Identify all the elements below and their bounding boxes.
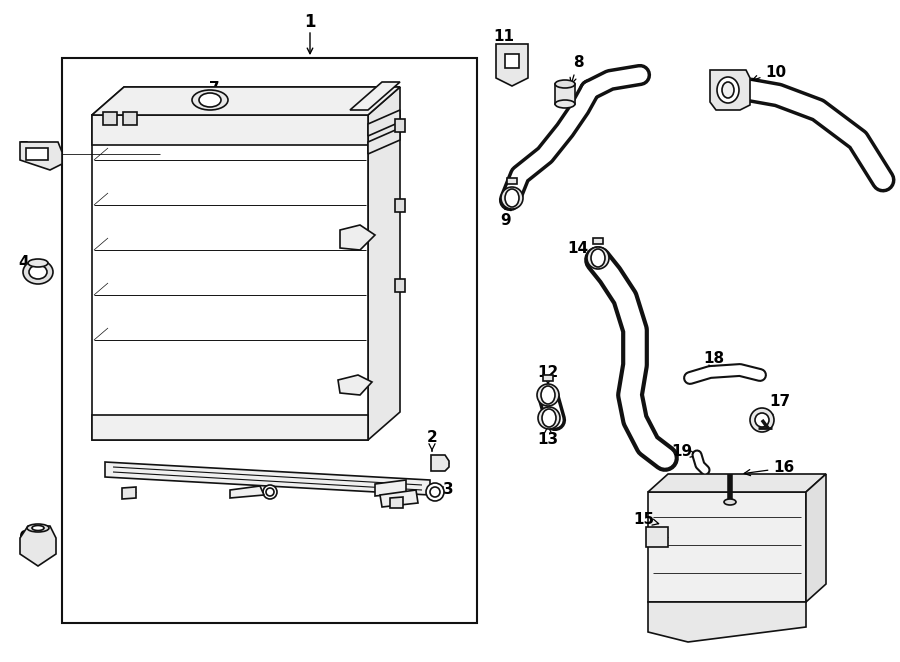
- Polygon shape: [648, 602, 806, 642]
- Polygon shape: [395, 279, 405, 292]
- Polygon shape: [103, 112, 117, 125]
- Polygon shape: [646, 527, 668, 547]
- Text: 19: 19: [671, 444, 697, 459]
- Ellipse shape: [505, 189, 519, 207]
- Polygon shape: [92, 115, 368, 145]
- Text: 1: 1: [304, 13, 316, 31]
- Text: 13: 13: [537, 426, 559, 448]
- Polygon shape: [648, 492, 806, 602]
- Ellipse shape: [591, 249, 605, 267]
- Text: 17: 17: [767, 395, 790, 417]
- Polygon shape: [92, 415, 368, 440]
- Ellipse shape: [555, 100, 575, 108]
- Text: 15: 15: [634, 512, 659, 528]
- Polygon shape: [92, 87, 400, 115]
- Text: 2: 2: [427, 430, 437, 451]
- Text: 7: 7: [209, 81, 220, 102]
- Polygon shape: [543, 375, 553, 381]
- Circle shape: [430, 487, 440, 497]
- Polygon shape: [496, 44, 528, 86]
- Ellipse shape: [542, 409, 556, 427]
- Text: 5: 5: [19, 140, 35, 156]
- Polygon shape: [338, 375, 372, 395]
- Polygon shape: [340, 225, 375, 250]
- Text: 12: 12: [537, 365, 559, 385]
- Text: 6: 6: [19, 530, 35, 545]
- Polygon shape: [395, 199, 405, 212]
- Ellipse shape: [541, 386, 555, 404]
- Polygon shape: [92, 115, 368, 440]
- Polygon shape: [368, 87, 400, 440]
- Circle shape: [755, 413, 769, 427]
- Ellipse shape: [27, 524, 49, 532]
- Polygon shape: [123, 112, 137, 125]
- Ellipse shape: [192, 90, 228, 110]
- Polygon shape: [20, 526, 56, 566]
- Text: 14: 14: [567, 240, 594, 256]
- Polygon shape: [431, 455, 449, 471]
- Polygon shape: [710, 70, 750, 110]
- Polygon shape: [806, 474, 826, 602]
- Polygon shape: [648, 474, 826, 492]
- Polygon shape: [593, 238, 603, 244]
- Ellipse shape: [722, 82, 734, 98]
- Polygon shape: [368, 128, 400, 154]
- Text: 3: 3: [436, 483, 454, 498]
- Text: 9: 9: [500, 204, 511, 228]
- Ellipse shape: [587, 247, 609, 269]
- Polygon shape: [230, 486, 264, 498]
- Ellipse shape: [724, 499, 736, 505]
- Text: 18: 18: [704, 350, 725, 372]
- Polygon shape: [390, 497, 403, 508]
- Circle shape: [263, 485, 277, 499]
- Ellipse shape: [29, 265, 47, 279]
- Text: 4: 4: [19, 254, 35, 269]
- Polygon shape: [92, 87, 400, 115]
- Polygon shape: [350, 82, 400, 110]
- Polygon shape: [375, 480, 406, 496]
- Polygon shape: [105, 462, 430, 495]
- Polygon shape: [26, 148, 48, 160]
- Ellipse shape: [199, 93, 221, 107]
- Ellipse shape: [23, 260, 53, 284]
- Polygon shape: [555, 84, 575, 104]
- FancyBboxPatch shape: [62, 58, 477, 623]
- Ellipse shape: [537, 384, 559, 406]
- Polygon shape: [20, 142, 62, 170]
- Text: 10: 10: [752, 64, 787, 81]
- Circle shape: [750, 408, 774, 432]
- Ellipse shape: [555, 80, 575, 88]
- Ellipse shape: [32, 526, 44, 530]
- Polygon shape: [395, 119, 405, 132]
- Text: 16: 16: [744, 461, 795, 475]
- Circle shape: [266, 488, 274, 496]
- Circle shape: [426, 483, 444, 501]
- Ellipse shape: [28, 259, 48, 267]
- Ellipse shape: [501, 187, 523, 209]
- Polygon shape: [380, 490, 418, 507]
- Text: 11: 11: [493, 28, 515, 54]
- Polygon shape: [368, 110, 400, 136]
- Polygon shape: [122, 487, 136, 499]
- Text: 8: 8: [570, 54, 583, 84]
- Polygon shape: [507, 178, 517, 184]
- Polygon shape: [505, 54, 519, 68]
- Ellipse shape: [717, 77, 739, 103]
- Ellipse shape: [538, 407, 560, 429]
